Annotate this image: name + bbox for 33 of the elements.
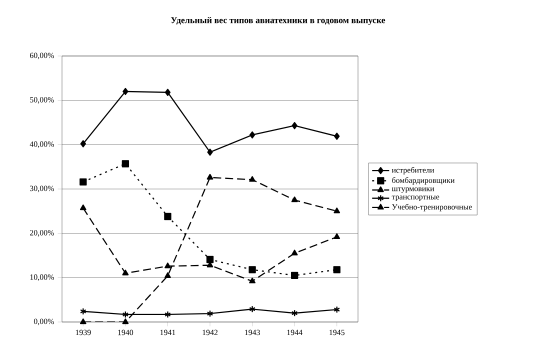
point [291, 310, 298, 317]
point [249, 278, 256, 284]
point [164, 88, 171, 96]
chart-title: Удельный вес типов авиатехники в годовом выпуске [170, 16, 386, 26]
point [334, 132, 340, 140]
point [333, 266, 340, 274]
point [164, 262, 171, 268]
point [249, 131, 256, 138]
point [80, 204, 86, 210]
point [290, 272, 298, 280]
point [291, 250, 298, 256]
point [291, 196, 298, 202]
point [122, 160, 130, 168]
point [249, 176, 256, 182]
point [164, 272, 171, 278]
point [80, 140, 86, 148]
point [207, 148, 213, 156]
point [249, 306, 256, 313]
point [122, 88, 128, 96]
point [334, 208, 340, 214]
point [122, 310, 129, 318]
point [248, 266, 256, 274]
point [164, 212, 172, 220]
point [122, 318, 129, 324]
point [164, 310, 171, 318]
point [206, 256, 214, 264]
point [206, 174, 214, 180]
point [80, 178, 87, 186]
point [292, 122, 298, 130]
point [122, 270, 129, 276]
point [80, 318, 86, 324]
point [206, 310, 214, 318]
point [334, 233, 340, 239]
